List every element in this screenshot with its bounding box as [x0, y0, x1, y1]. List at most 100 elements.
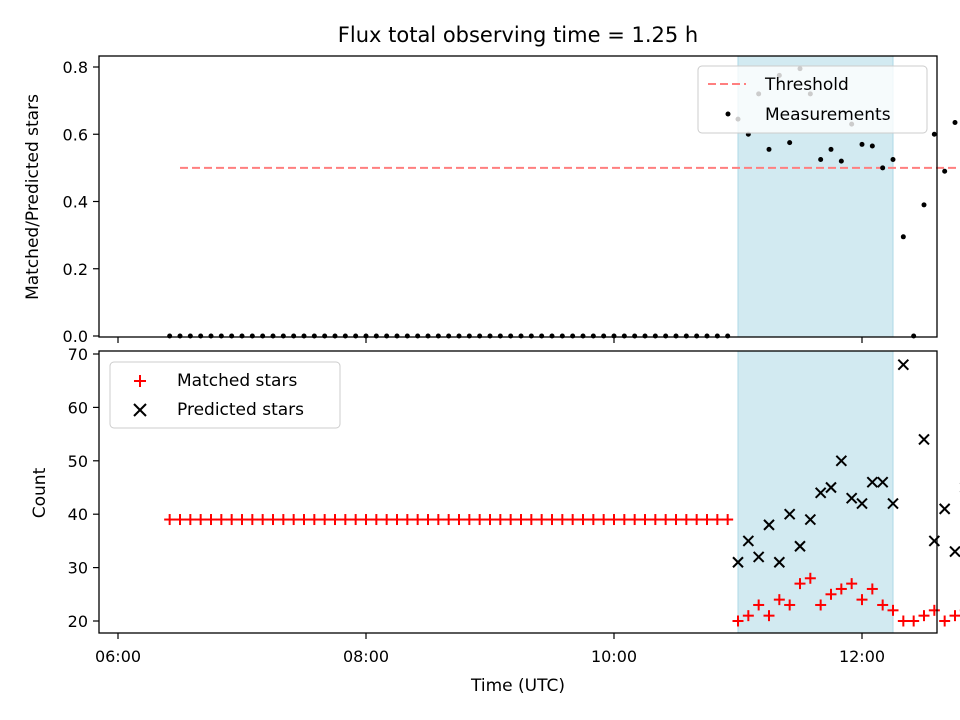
predicted-star-point [949, 545, 960, 558]
measurement-point [828, 146, 834, 152]
matched-star-point [939, 615, 951, 627]
measurement-point [477, 333, 483, 339]
matched-star-point [649, 514, 661, 526]
measurement-point [249, 333, 255, 339]
marker-stroke [918, 433, 930, 446]
top-panel: 0.00.20.40.60.8 Matched/Predicted stars … [23, 55, 960, 346]
chart-title: Flux total observing time = 1.25 h [338, 23, 698, 47]
top-y-axis-label: Matched/Predicted stars [23, 94, 43, 300]
matched-star-point [319, 514, 331, 526]
bottom-shaded-interval [737, 350, 894, 634]
predicted-star-point [876, 476, 889, 488]
measurement-point [415, 333, 421, 339]
matched-star-point [267, 514, 279, 526]
matched-star-point [660, 514, 672, 526]
y-tick-label: 0.2 [63, 260, 88, 279]
measurement-point [869, 143, 875, 149]
predicted-star-point [928, 535, 941, 547]
matched-star-point [515, 514, 527, 526]
matched-star-point [370, 514, 382, 526]
x-axis-label: Time (UTC) [470, 676, 565, 696]
measurement-point [311, 333, 317, 339]
marker-stroke [835, 455, 848, 467]
marker-stroke [742, 535, 755, 547]
matched-star-point [618, 514, 630, 526]
matched-star-point [670, 514, 682, 526]
matched-star-point [784, 599, 796, 611]
measurement-point [239, 333, 245, 339]
matched-star-point [277, 514, 289, 526]
matched-star-point [887, 604, 899, 616]
measurement-point [714, 333, 720, 339]
matched-star-point [164, 514, 176, 526]
matched-star-point [742, 610, 754, 622]
matched-star-point [381, 514, 393, 526]
matched-star-point [215, 514, 227, 526]
measurement-point [921, 202, 927, 208]
matched-star-point [546, 514, 558, 526]
matched-star-point [732, 615, 744, 627]
matched-star-point [432, 514, 444, 526]
matched-star-point [329, 514, 341, 526]
measurement-point [859, 141, 865, 147]
y-tick-label: 60 [68, 398, 88, 417]
predicted-star-point [752, 551, 765, 563]
measurement-point [177, 333, 183, 339]
measurement-point [642, 333, 648, 339]
marker-stroke [752, 551, 765, 563]
y-tick-label: 20 [68, 612, 88, 631]
marker-stroke [825, 481, 837, 494]
marker-stroke [845, 492, 858, 504]
matched-star-point [856, 594, 868, 606]
measurement-point [229, 333, 235, 339]
matched-star-point [763, 610, 775, 622]
y-tick-label: 30 [68, 559, 88, 578]
matched-star-point [825, 588, 837, 600]
measurement-point [497, 333, 503, 339]
top-legend-box [697, 65, 928, 134]
measurement-point [911, 333, 917, 339]
y-tick-label: 0.6 [63, 125, 88, 144]
matched-star-point [174, 514, 186, 526]
predicted-star-point [856, 497, 868, 510]
measurement-point [570, 333, 576, 339]
predicted-star-point [825, 481, 837, 494]
measurement-point [549, 333, 555, 339]
bottom-legend-box [109, 361, 341, 429]
matched-star-point [205, 514, 217, 526]
matched-star-point [339, 514, 351, 526]
legend-predicted-label: Predicted stars [177, 400, 304, 420]
predicted-star-point [783, 508, 796, 520]
measurement-point [291, 333, 297, 339]
matched-star-point [184, 514, 196, 526]
matched-star-point [722, 514, 734, 526]
x-tick-label: 06:00 [95, 647, 141, 666]
matched-star-point [226, 514, 238, 526]
measurement-point [621, 333, 627, 339]
measurement-point [725, 333, 731, 339]
marker-stroke [856, 497, 868, 510]
marker-stroke [866, 476, 879, 488]
measurement-point [270, 333, 276, 339]
matched-star-point [536, 514, 548, 526]
predicted-star-point [814, 487, 827, 499]
matched-star-point [794, 578, 806, 590]
matched-star-point [463, 514, 475, 526]
matched-star-point [608, 514, 620, 526]
y-tick-label: 0.0 [63, 327, 88, 346]
predicted-star-point [773, 556, 786, 568]
measurement-point [580, 333, 586, 339]
y-tick-label: 70 [68, 345, 88, 364]
measurement-point [218, 333, 224, 339]
matched-star-point [236, 514, 248, 526]
matched-star-point [701, 514, 713, 526]
matched-star-point [753, 599, 765, 611]
measurement-point [890, 156, 896, 162]
marker-stroke [887, 497, 899, 510]
measurement-point [766, 146, 772, 152]
measurement-point [301, 333, 307, 339]
matched-star-point [422, 514, 434, 526]
measurement-point [652, 333, 658, 339]
measurement-point [590, 333, 596, 339]
